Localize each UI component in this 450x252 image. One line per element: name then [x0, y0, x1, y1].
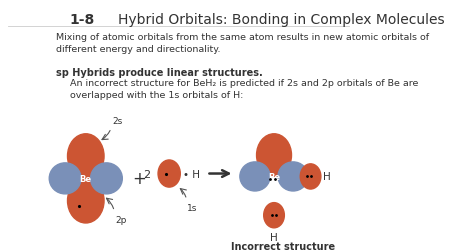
Text: 2: 2: [143, 169, 150, 179]
Circle shape: [68, 179, 104, 223]
Circle shape: [68, 134, 104, 179]
Text: H: H: [323, 172, 331, 182]
Ellipse shape: [278, 162, 308, 191]
Text: 1s: 1s: [188, 203, 198, 212]
Text: Hybrid Orbitals: Bonding in Complex Molecules: Hybrid Orbitals: Bonding in Complex Mole…: [117, 13, 444, 26]
Text: H: H: [270, 232, 278, 242]
Circle shape: [300, 164, 321, 189]
Text: 2p: 2p: [115, 215, 126, 224]
Text: 2s: 2s: [113, 117, 123, 125]
Text: Mixing of atomic orbitals from the same atom results in new atomic orbitals of
d: Mixing of atomic orbitals from the same …: [56, 33, 429, 54]
Text: Be: Be: [80, 174, 92, 183]
Text: Incorrect structure: Incorrect structure: [231, 241, 336, 251]
Circle shape: [264, 203, 284, 228]
Text: • H: • H: [183, 169, 200, 179]
Circle shape: [256, 134, 292, 177]
Circle shape: [158, 160, 180, 187]
Text: sp Hybrids produce linear structures.: sp Hybrids produce linear structures.: [56, 68, 262, 78]
Ellipse shape: [240, 162, 270, 191]
Text: 1-8: 1-8: [70, 13, 95, 26]
Text: An incorrect structure for BeH₂ is predicted if 2s and 2p orbitals of Be are
ove: An incorrect structure for BeH₂ is predi…: [70, 78, 418, 99]
Text: +: +: [132, 170, 146, 188]
Ellipse shape: [49, 163, 81, 194]
Ellipse shape: [90, 163, 122, 194]
Text: Be: Be: [268, 172, 280, 181]
